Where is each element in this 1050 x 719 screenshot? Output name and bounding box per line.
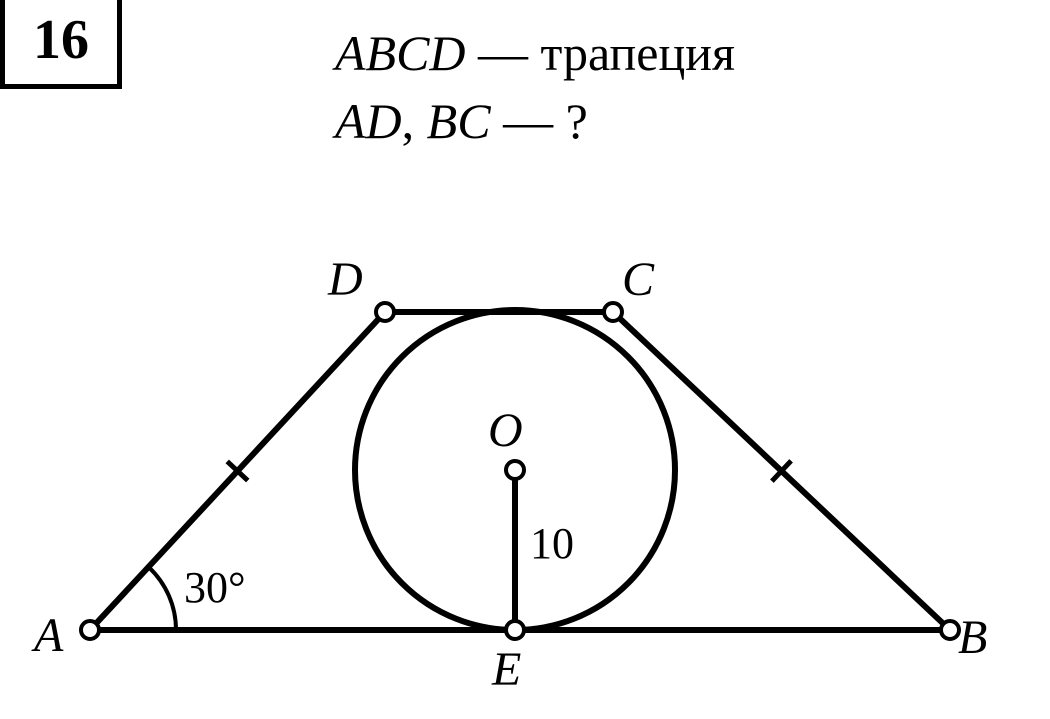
problem-statement: ABCD — трапеция AD, BC — ?: [335, 20, 735, 155]
statement-bc: BC: [427, 93, 491, 149]
geometry-diagram: A B D C O E 10 30°: [40, 230, 1000, 710]
statement-abcd: ABCD: [335, 25, 466, 81]
problem-number: 16: [33, 9, 89, 71]
diagram-svg: [40, 230, 1000, 710]
label-e: E: [492, 642, 521, 697]
problem-number-box: 16: [0, 0, 122, 89]
statement-sep: ,: [402, 93, 427, 149]
label-d: D: [328, 252, 363, 307]
statement-line2-text: — ?: [491, 93, 588, 149]
label-angle: 30°: [184, 562, 246, 613]
label-c: C: [622, 252, 654, 307]
label-radius: 10: [530, 518, 574, 569]
label-o: O: [488, 403, 523, 458]
statement-line-1: ABCD — трапеция: [335, 20, 735, 88]
statement-ad: AD: [335, 93, 402, 149]
label-a: A: [34, 608, 63, 663]
label-b: B: [958, 610, 987, 665]
statement-line-2: AD, BC — ?: [335, 88, 735, 156]
statement-line1-text: — трапеция: [466, 25, 735, 81]
